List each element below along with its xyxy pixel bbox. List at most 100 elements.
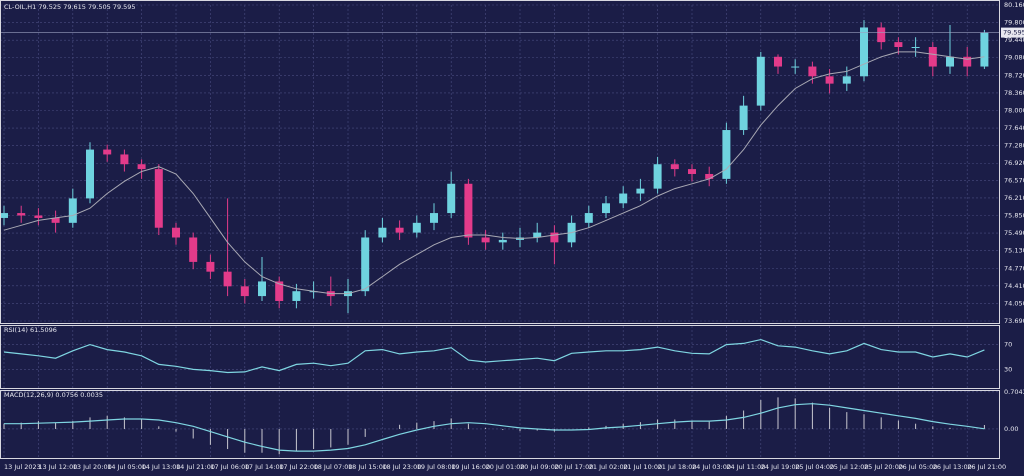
x-tick-label: 18 Jul 15:00 [348, 463, 387, 471]
y-tick-label: 73.690 [1004, 317, 1024, 325]
candle-body [584, 213, 593, 223]
x-tick-label: 24 Jul 19:00 [761, 463, 800, 471]
rsi-line [3, 338, 985, 374]
candle-body [464, 183, 473, 238]
main-panel-frame [0, 0, 1000, 324]
x-tick-label: 24 Jul 03:00 [692, 463, 731, 471]
candle-body [498, 239, 507, 243]
candle-body [911, 47, 920, 49]
candle-body [51, 217, 60, 223]
y-tick-label: 78.360 [1004, 89, 1024, 97]
x-tick-label: 19 Jul 08:00 [417, 463, 456, 471]
y-tick-label: 76.570 [1004, 176, 1024, 184]
candle-body [172, 227, 180, 238]
x-tick-label: 25 Jul 12:00 [830, 463, 869, 471]
macd-title: MACD(12,26,9) 0.0756 0.0035 [4, 391, 103, 399]
candle-body [533, 232, 542, 238]
candle-body [154, 169, 163, 228]
candle-body [120, 154, 129, 165]
candle-body [361, 237, 370, 292]
x-tick-label: 20 Jul 01:00 [486, 463, 525, 471]
candle-body [86, 149, 94, 199]
candle-body [825, 76, 834, 84]
candle-body [550, 232, 559, 243]
candle-body [258, 281, 266, 297]
candle-body [928, 47, 937, 67]
x-tick-label: 26 Jul 13:00 [933, 463, 972, 471]
candle-body [395, 227, 404, 233]
x-tick-label: 17 Jul 06:00 [210, 463, 249, 471]
candle-body [17, 213, 26, 216]
candle-body [774, 56, 782, 67]
candle-body [860, 27, 868, 77]
candle-body [688, 169, 696, 174]
last-price-label: 79.595 [1003, 29, 1024, 37]
candle-body [963, 56, 972, 67]
y-tick-label: 80.160 [1004, 1, 1024, 9]
macd-panel-frame [0, 390, 1000, 459]
candle-body [791, 66, 800, 68]
candle-body [68, 198, 77, 223]
x-tick-label: 13 Jul 12:00 [38, 463, 77, 471]
y-tick-label: 77.280 [1004, 142, 1024, 150]
y-tick-label: 76.920 [1004, 159, 1024, 167]
candle-body [292, 291, 301, 301]
candle-body [0, 213, 8, 218]
candle-body [378, 227, 387, 238]
y-tick-label: 75.130 [1004, 247, 1024, 255]
y-tick-label: 74.410 [1004, 282, 1024, 290]
x-tick-label: 26 Jul 21:00 [967, 463, 1006, 471]
x-tick-label: 21 Jul 18:00 [658, 463, 697, 471]
y-tick-label: 75.490 [1004, 229, 1024, 237]
candle-body [602, 203, 610, 214]
candle-body [34, 215, 43, 218]
candle-body [980, 32, 989, 67]
candle-body [842, 76, 851, 84]
y-tick-label: 76.210 [1004, 194, 1024, 202]
candle-body [275, 281, 284, 301]
y-tick-label: 78.720 [1004, 71, 1024, 79]
candle-body [309, 291, 318, 293]
candle-body [430, 213, 438, 223]
last-price-box [1001, 27, 1024, 38]
y-tick-label: 77.640 [1004, 124, 1024, 132]
candle-body [722, 130, 731, 179]
x-tick-label: 13 Jul 2023 [4, 463, 41, 471]
candle-body [137, 164, 146, 170]
y-tick-label: 30 [1004, 365, 1012, 373]
x-tick-label: 17 Jul 22:00 [279, 463, 318, 471]
y-tick-label: 74.050 [1004, 299, 1024, 307]
x-tick-label: 14 Jul 05:00 [107, 463, 146, 471]
candle-body [619, 193, 628, 204]
x-tick-label: 18 Jul 07:00 [314, 463, 353, 471]
candle-body [946, 56, 954, 67]
x-tick-label: 24 Jul 11:00 [726, 463, 765, 471]
x-tick-label: 19 Jul 16:00 [451, 463, 490, 471]
y-tick-label: 74.770 [1004, 264, 1024, 272]
y-tick-label: 79.080 [1004, 54, 1024, 62]
macd-signal-line [4, 403, 985, 452]
x-tick-label: 21 Jul 10:00 [623, 463, 662, 471]
x-tick-label: 14 Jul 21:00 [176, 463, 215, 471]
candle-body [894, 42, 903, 48]
x-tick-label: 20 Jul 09:00 [520, 463, 559, 471]
candle-body [103, 149, 112, 155]
y-tick-label: 0.7043 [1004, 388, 1024, 396]
x-tick-label: 25 Jul 20:00 [864, 463, 903, 471]
x-tick-label: 18 Jul 23:00 [382, 463, 421, 471]
main-title: CL-OIL,H1 79.525 79.615 79.505 79.595 [4, 3, 136, 11]
candle-body [636, 188, 645, 194]
y-tick-label: 78.000 [1004, 106, 1024, 114]
rsi-panel-frame [0, 325, 1000, 389]
candle-body [206, 261, 215, 272]
candle-body [877, 27, 886, 43]
x-tick-label: 13 Jul 20:00 [73, 463, 112, 471]
candle-body [653, 164, 662, 189]
x-tick-label: 21 Jul 02:00 [589, 463, 628, 471]
candle-body [808, 66, 817, 77]
y-tick-label: 75.850 [1004, 212, 1024, 220]
candle-body [412, 222, 421, 233]
candle-body [481, 237, 490, 243]
